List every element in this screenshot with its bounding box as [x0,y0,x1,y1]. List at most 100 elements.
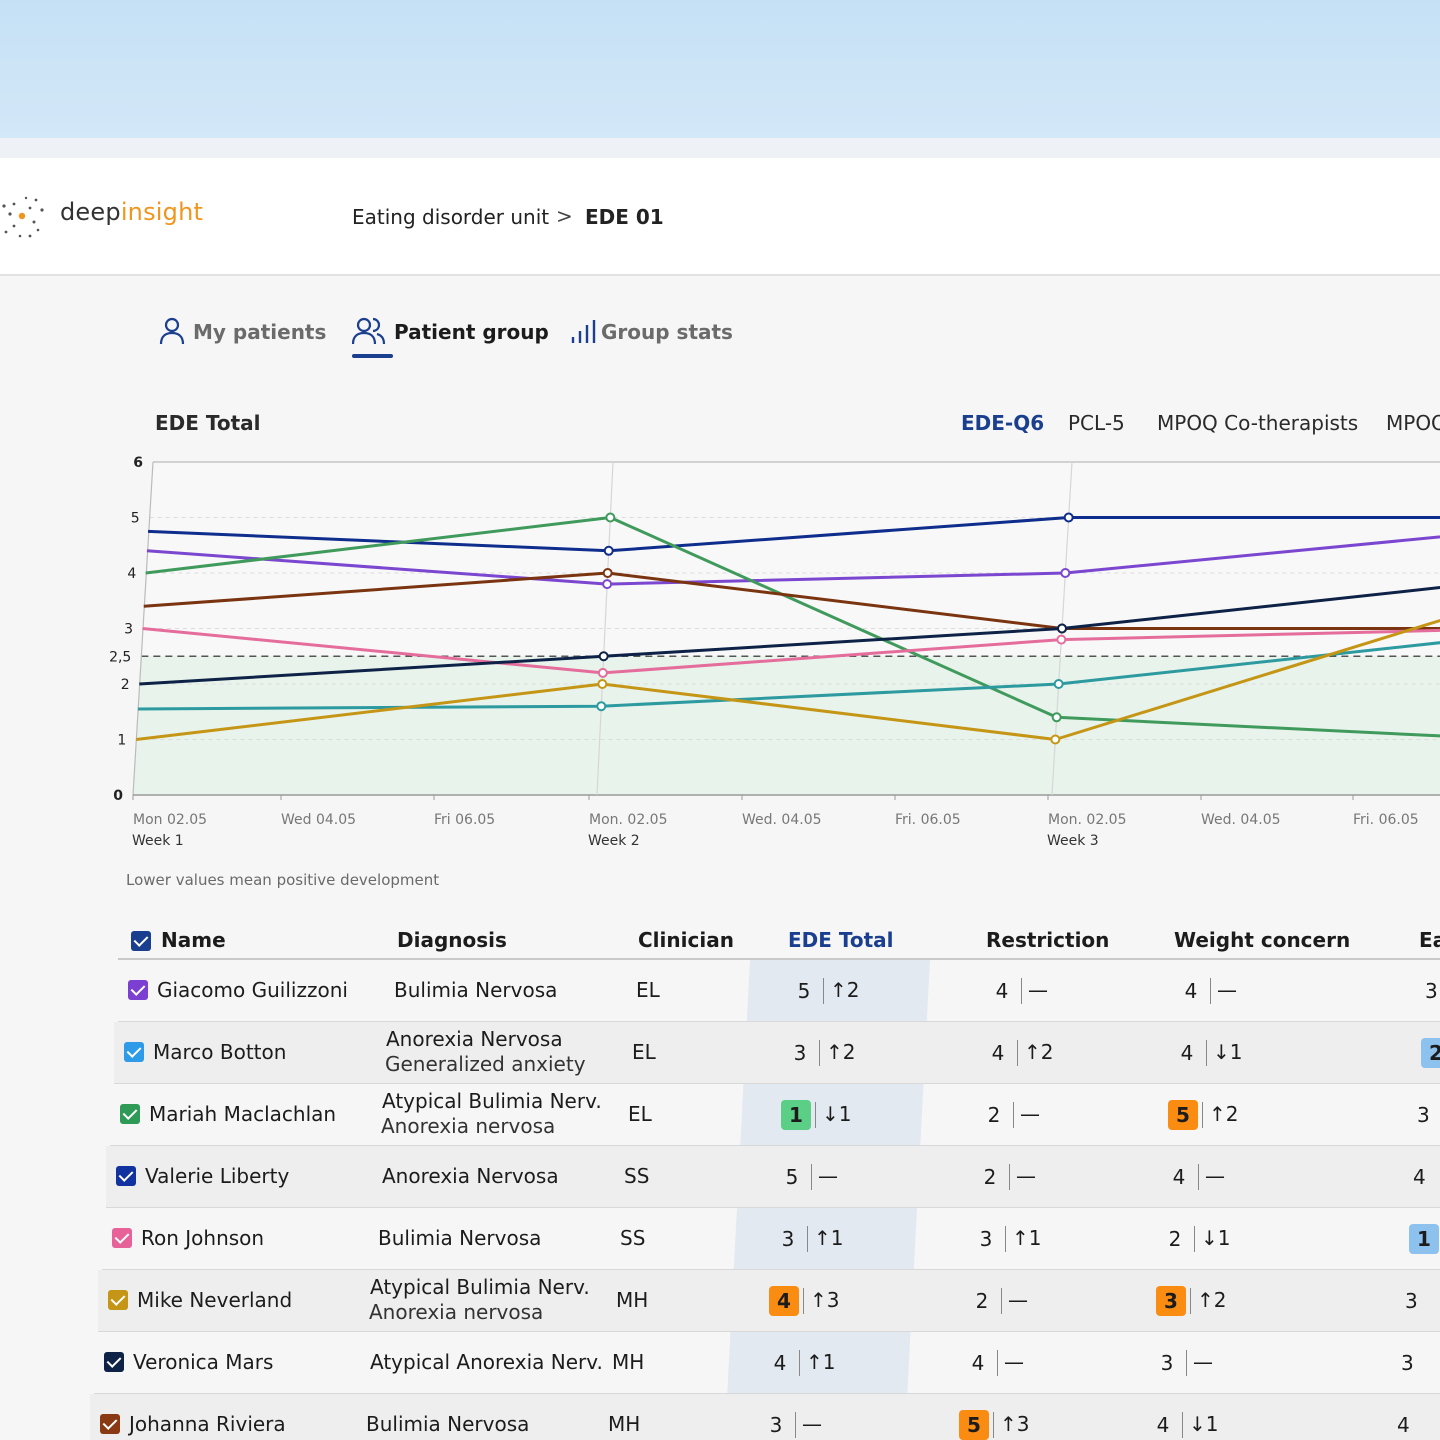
column-header-name[interactable]: Name [161,928,226,952]
score-divider [993,1412,994,1438]
clinician: SS [624,1164,650,1188]
row-checkbox[interactable] [100,1414,120,1434]
score-trend: ↑2 [1024,1040,1054,1064]
row-checkbox[interactable] [124,1042,144,1062]
row-checkbox[interactable] [104,1352,124,1372]
chart-title: EDE Total [155,411,261,435]
weight-concern-cell: 4 [1164,1162,1194,1192]
x-week-label: Week 2 [588,833,640,849]
score-divider [1198,1164,1199,1190]
patient-name[interactable]: Mariah Maclachlan [149,1102,337,1126]
tab-group-stats[interactable]: Group stats [570,316,733,360]
score-value: 4 [1413,1165,1426,1189]
eating-concern-cell: 2 [1421,1038,1440,1068]
score-value: 3 [1401,1351,1414,1375]
restriction-cell: 5 [959,1410,989,1440]
table-row[interactable] [114,1022,1440,1084]
clinician: EL [628,1102,652,1126]
clinician: MH [608,1412,641,1436]
score-value: 3 [781,1227,795,1251]
score-trend: ↑1 [806,1350,836,1374]
column-header-clinician[interactable]: Clinician [638,928,734,952]
logo[interactable]: deepinsight [0,190,210,246]
patient-name[interactable]: Ron Johnson [141,1226,265,1250]
diagnosis-primary: Bulimia Nervosa [394,978,558,1002]
table-row[interactable] [118,960,1440,1022]
restriction-cell: 2 [975,1162,1005,1192]
column-header-ede-total[interactable]: EDE Total [788,928,894,952]
score-value: 3 [1160,1351,1174,1375]
series-line [142,627,1440,675]
weight-concern-cell: 4 [1172,1038,1202,1068]
score-divider [1210,978,1211,1004]
column-header-restriction[interactable]: Restriction [986,928,1110,952]
questionnaire-tab-mpoq-co-therapists[interactable]: MPOQ Co-therapists [1157,411,1359,435]
row-checkbox[interactable] [112,1228,132,1248]
ede-total-cell: 1 [781,1100,811,1130]
score-trend: ↑3 [810,1288,840,1312]
series-point [597,667,608,678]
score-divider [1001,1288,1002,1314]
select-all-checkbox[interactable] [131,931,151,951]
diagnosis-primary: Atypical Bulimia Nerv. [382,1089,602,1113]
restriction-cell: 2 [967,1286,997,1316]
questionnaire-tab-ede-q6[interactable]: EDE-Q6 [961,411,1045,435]
score-trend: ↓1 [1213,1040,1243,1064]
score-trend: ↓1 [822,1102,852,1126]
restriction-cell: 4 [963,1348,993,1378]
score-trend: — [818,1164,838,1188]
score-divider [1017,1040,1018,1066]
row-checkbox[interactable] [108,1290,128,1310]
column-header-diagnosis[interactable]: Diagnosis [397,928,507,952]
score-trend: — [1020,1102,1040,1126]
weight-concern-cell: 3 [1152,1348,1182,1378]
y-tick-label: 3 [124,622,133,638]
questionnaire-tab-mpoq[interactable]: MPOQ [1386,411,1440,435]
diagnosis-primary: Bulimia Nervosa [366,1412,530,1436]
column-header-eating-concern[interactable]: Ea [1419,928,1440,952]
score-divider [1182,1412,1183,1438]
patient-name[interactable]: Johanna Riviera [129,1412,286,1436]
ede-total-cell: 5 [789,976,819,1006]
score-trend: ↑1 [814,1226,844,1250]
column-header-weight-concern[interactable]: Weight concern [1174,928,1351,952]
y-tick-label: 6 [133,455,143,471]
diagnosis-primary: Atypical Anorexia Nerv. [370,1350,603,1374]
table-row[interactable] [110,1084,1440,1146]
x-tick-label: Fri 06.05 [434,812,495,828]
questionnaire-tab-pcl5[interactable]: PCL-5 [1068,411,1125,435]
ede-total-cell: 3 [761,1410,791,1440]
score-trend: ↓1 [1201,1226,1231,1250]
score-trend: ↑2 [1209,1102,1239,1126]
table-row[interactable] [106,1146,1440,1208]
patient-name[interactable]: Veronica Mars [133,1350,274,1374]
score-trend: ↑3 [1000,1412,1030,1436]
tab-my-patients[interactable]: My patients [158,316,326,360]
series-line [143,571,1440,630]
patient-name[interactable]: Giacomo Guilizzoni [157,978,348,1002]
score-divider [799,1350,800,1376]
row-checkbox[interactable] [120,1104,140,1124]
series-point [1056,634,1067,645]
eating-concern-cell: 3 [1401,1348,1414,1378]
group-icon [352,317,386,345]
table-row[interactable] [94,1332,1440,1394]
score-divider [807,1226,808,1252]
score-trend: — [1004,1350,1024,1374]
x-tick-label: Mon. 02.05 [589,812,668,828]
score-divider [1190,1288,1191,1314]
breadcrumb-unit[interactable]: Eating disorder unit [352,205,550,229]
patient-name[interactable]: Mike Neverland [137,1288,293,1312]
score-value: 4 [995,979,1009,1003]
active-tab-indicator [352,354,393,358]
row-checkbox[interactable] [116,1166,136,1186]
tab-patient-group[interactable]: Patient group [352,316,549,360]
header-divider [118,958,1440,960]
score-value: 4 [1184,979,1198,1003]
table-row[interactable] [90,1394,1440,1440]
table-row[interactable] [102,1208,1440,1270]
row-checkbox[interactable] [128,980,148,1000]
patient-name[interactable]: Marco Botton [153,1040,287,1064]
patient-name[interactable]: Valerie Liberty [145,1164,290,1188]
series-point [602,579,613,590]
